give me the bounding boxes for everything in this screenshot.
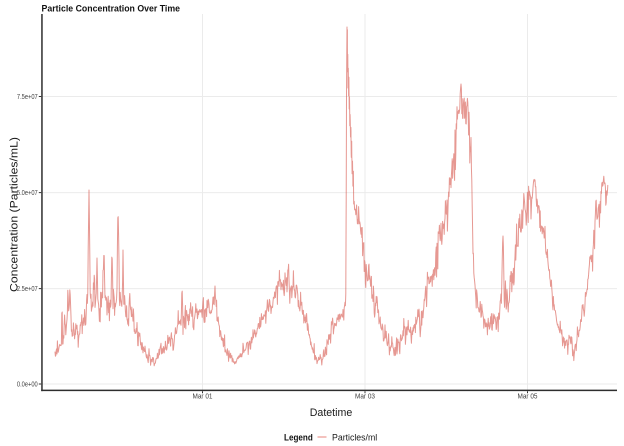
svg-text:7.5e+07: 7.5e+07 bbox=[17, 92, 38, 101]
svg-text:Datetime: Datetime bbox=[310, 407, 353, 419]
svg-text:Mar 01: Mar 01 bbox=[193, 391, 213, 400]
svg-text:0.0e+00: 0.0e+00 bbox=[17, 379, 38, 388]
svg-text:Mar 05: Mar 05 bbox=[518, 391, 538, 400]
svg-text:5.0e+07: 5.0e+07 bbox=[17, 188, 38, 197]
svg-text:Particles/ml: Particles/ml bbox=[332, 432, 377, 442]
svg-text:2.5e+07: 2.5e+07 bbox=[17, 284, 38, 293]
svg-text:Particle Concentration Over Ti: Particle Concentration Over Time bbox=[42, 4, 181, 15]
svg-text:Mar 03: Mar 03 bbox=[355, 391, 375, 400]
svg-text:Concentration (Particles/mL): Concentration (Particles/mL) bbox=[9, 137, 21, 292]
svg-text:Legend: Legend bbox=[284, 432, 313, 442]
